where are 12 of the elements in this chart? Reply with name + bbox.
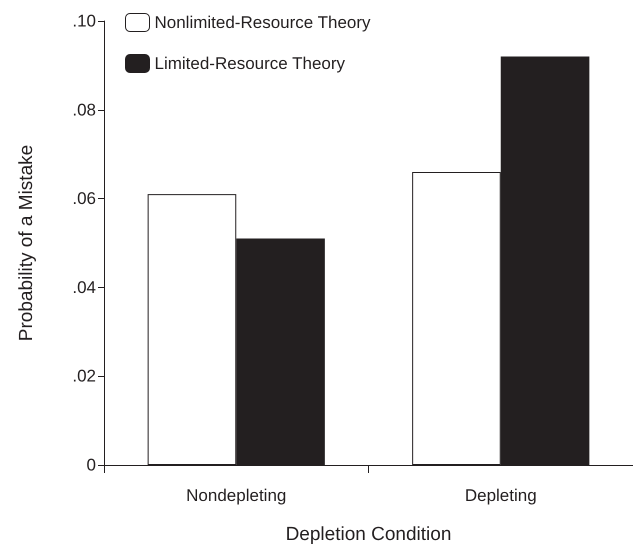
y-tick-label: .10 [72,12,96,30]
y-tick-label: .02 [72,366,96,386]
x-axis-title: Depletion Condition [286,524,452,545]
legend-label: Nonlimited-Resource Theory [154,13,372,32]
y-axis-title: Probability of a Mistake [16,144,37,342]
x-tick-label: Depleting [464,486,537,505]
x-tick-label: Nondepleting [186,486,286,505]
y-tick-label: .04 [72,278,96,297]
y-tick-label: 0 [86,456,96,474]
y-tick-label: .06 [72,189,96,208]
legend-label: Limited-Resource Theory [154,54,346,73]
y-tick-label: .08 [72,100,96,120]
